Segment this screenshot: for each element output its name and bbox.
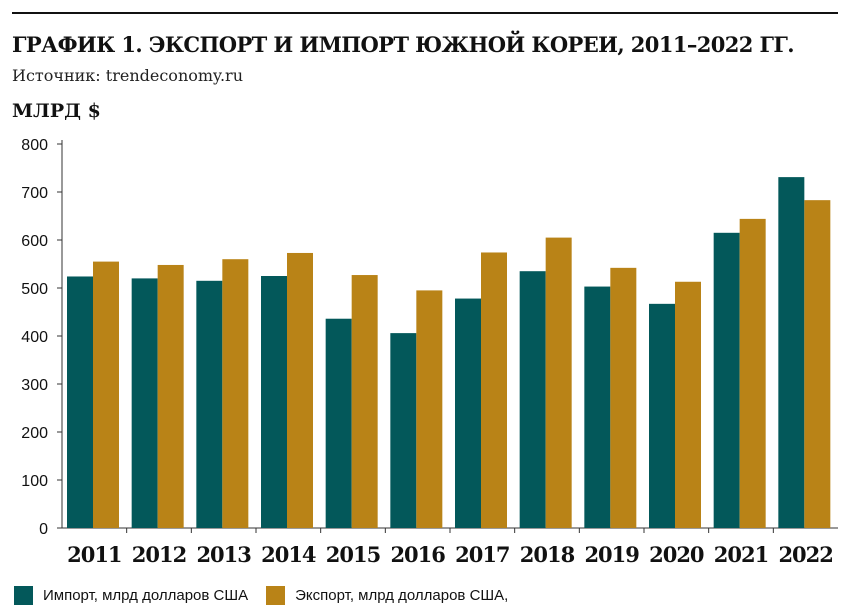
y-tick-label: 100 <box>21 473 48 490</box>
bar-import <box>196 280 223 528</box>
bar-import <box>390 333 417 528</box>
bar-import <box>67 276 93 528</box>
legend-swatch-export <box>266 586 286 605</box>
bar-export <box>93 261 119 528</box>
bar-import <box>325 318 352 528</box>
legend-label-import: Импорт, млрд долларов США <box>43 587 249 604</box>
x-tick-label: 2022 <box>778 542 832 567</box>
chart-source: Источник: trendeconomy.ru <box>12 66 243 85</box>
y-tick-label: 700 <box>21 185 48 202</box>
top-rule <box>12 12 838 14</box>
bar-export <box>287 252 313 528</box>
bar-import <box>455 298 481 528</box>
y-tick-label: 600 <box>21 233 48 250</box>
y-tick-label: 200 <box>21 425 48 442</box>
bar-import <box>261 276 287 528</box>
bar-import <box>131 278 158 528</box>
x-tick-label: 2015 <box>326 542 381 567</box>
bar-export <box>610 267 637 528</box>
legend-swatch-import <box>14 586 33 605</box>
legend: Импорт, млрд долларов США Экспорт, млрд … <box>14 586 526 605</box>
legend-label-export: Экспорт, млрд долларов США, <box>295 587 509 604</box>
bar-export <box>351 275 378 528</box>
bar-import <box>713 232 740 529</box>
bar-export <box>157 264 184 528</box>
x-tick-label: 2012 <box>132 542 186 567</box>
bar-import <box>778 177 805 528</box>
x-tick-label: 2019 <box>584 542 639 567</box>
legend-item-export: Экспорт, млрд долларов США, <box>266 586 508 605</box>
x-tick-label: 2017 <box>455 542 509 567</box>
legend-item-import: Импорт, млрд долларов США <box>14 586 248 605</box>
bar-export <box>804 200 831 528</box>
bar-export <box>675 281 701 528</box>
y-tick-label: 0 <box>39 521 48 538</box>
x-tick-label: 2018 <box>520 542 575 567</box>
x-tick-label: 2011 <box>67 542 121 567</box>
bar-import <box>519 271 546 528</box>
y-tick-label: 800 <box>21 137 48 154</box>
x-tick-label: 2016 <box>390 542 445 567</box>
bar-export <box>545 237 572 528</box>
bar-import <box>584 286 611 528</box>
y-tick-label: 300 <box>21 377 48 394</box>
bar-export <box>481 252 507 528</box>
bar-import <box>649 303 675 528</box>
x-tick-label: 2020 <box>649 542 704 567</box>
x-tick-label: 2013 <box>196 542 251 567</box>
chart-title: ГРАФИК 1. ЭКСПОРТ И ИМПОРТ ЮЖНОЙ КОРЕИ, … <box>12 32 795 57</box>
bar-export <box>739 218 766 528</box>
x-tick-label: 2021 <box>714 542 768 567</box>
y-tick-label: 400 <box>21 329 48 346</box>
x-tick-label: 2014 <box>261 542 316 567</box>
bar-export <box>222 259 249 528</box>
y-tick-label: 500 <box>21 281 48 298</box>
bar-chart: 0 100 200 300 400 500 600 700 800 2011 2012 2013 201… <box>21 137 838 567</box>
bar-export <box>416 290 443 528</box>
y-axis-unit: МЛРД $ <box>12 100 101 122</box>
